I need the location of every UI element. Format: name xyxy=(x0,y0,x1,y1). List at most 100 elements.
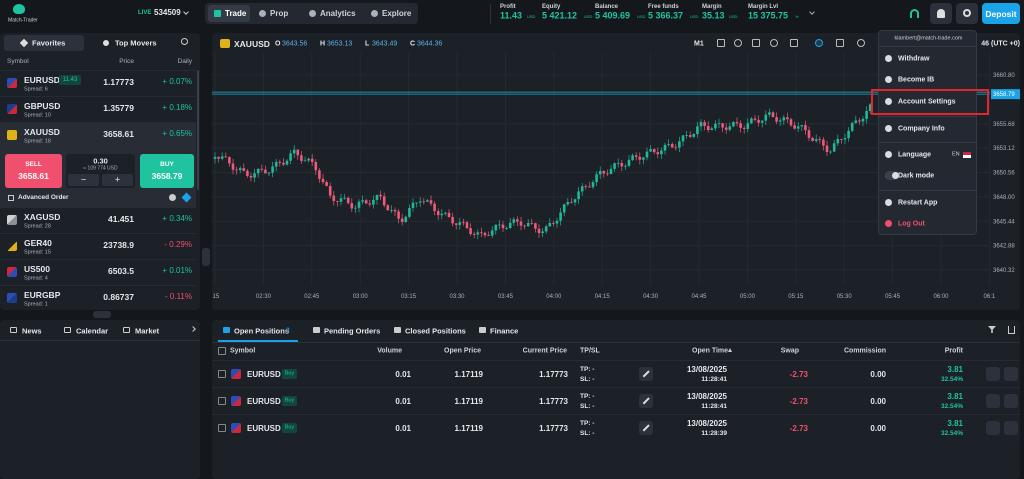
bottom-tab[interactable]: News xyxy=(22,325,42,335)
take-profit: TP: - xyxy=(580,419,595,427)
candle-body xyxy=(256,168,260,174)
candle-body xyxy=(382,196,386,206)
symbol: GER40 xyxy=(24,237,52,248)
watchlist-row[interactable]: XAUUSD Spread: 18 3658.61 + 0.65% xyxy=(0,122,196,152)
watchlist-row[interactable]: XAGUSD Spread: 28 41.451 + 0.34% xyxy=(0,207,196,233)
candle-body xyxy=(368,203,372,205)
time-label: 04:45 xyxy=(691,294,707,300)
tab-label: Top Movers xyxy=(115,38,157,48)
info-button[interactable] xyxy=(986,421,1000,435)
candle-body xyxy=(400,218,404,222)
menu-item[interactable]: Restart App xyxy=(879,194,976,212)
positions-tab[interactable]: Finance xyxy=(490,325,519,335)
menu-item[interactable]: Language EN xyxy=(879,146,976,164)
info-button[interactable] xyxy=(986,367,1000,381)
watchlist-tab[interactable]: Top Movers xyxy=(86,35,166,51)
spread: Spread: 1 xyxy=(24,301,48,308)
toolbar-button[interactable] xyxy=(717,39,725,47)
filter-button[interactable] xyxy=(988,326,996,333)
time-label: 03:00 xyxy=(353,294,369,300)
toolbar-button[interactable] xyxy=(815,39,823,47)
volume-plus[interactable]: + xyxy=(102,174,133,186)
spread: Spread: 4 xyxy=(24,275,48,282)
bottom-tab[interactable]: Calendar xyxy=(76,325,109,335)
close-button[interactable] xyxy=(1004,367,1018,381)
candle-body xyxy=(861,118,865,122)
candle-body xyxy=(573,199,577,203)
positions-tab[interactable]: Closed Positions xyxy=(405,325,466,335)
menu-item[interactable]: Log Out xyxy=(879,215,976,233)
toolbar-button[interactable] xyxy=(734,39,742,47)
ohlc-value: 3644.36 xyxy=(417,40,443,47)
current-price: 1.17773 xyxy=(539,396,568,406)
candle-body xyxy=(793,125,796,129)
search-button[interactable] xyxy=(181,38,188,45)
position-row[interactable]: EURUSD Buy 0.01 1.17119 1.17773 TP: - SL: - 13/… xyxy=(212,360,1020,387)
menu-label: Log Out xyxy=(898,220,925,228)
toolbar-button[interactable] xyxy=(836,39,844,47)
candle-body xyxy=(465,222,469,229)
row-checkbox[interactable] xyxy=(218,370,226,378)
watchlist-row[interactable]: EURUSD 11.43 Spread: 6 1.17773 + 0.07% xyxy=(0,70,196,96)
select-all[interactable] xyxy=(218,347,226,355)
position-row[interactable]: EURUSD Buy 0.01 1.17119 1.17773 TP: - SL: - 13/… xyxy=(212,387,1020,414)
toolbar-button[interactable] xyxy=(752,39,760,47)
open-price: 1.17119 xyxy=(454,369,483,379)
sell-button[interactable]: SELL 3658.61 xyxy=(5,154,62,188)
row-checkbox[interactable] xyxy=(218,397,226,405)
watchlist-row[interactable]: EURGBP Spread: 1 0.86737 - 0.11% xyxy=(0,285,196,311)
menu-item[interactable]: Become IB xyxy=(879,71,976,89)
volume-minus[interactable]: − xyxy=(68,174,99,186)
watchlist-row[interactable]: GBPUSD Spread: 10 1.35779 + 0.18% xyxy=(0,96,196,122)
stat-unit: USD xyxy=(690,14,699,19)
candle-body xyxy=(469,228,472,235)
candle-body xyxy=(325,182,328,187)
main-tab[interactable]: Trade xyxy=(208,5,250,22)
stat-label: Equity xyxy=(542,4,561,10)
candle-body xyxy=(303,160,307,162)
account-id[interactable]: 534509 xyxy=(154,8,181,17)
candle-body xyxy=(339,198,343,202)
main-tab[interactable]: Prop xyxy=(253,5,299,22)
menu-item[interactable]: Account Settings xyxy=(879,93,976,111)
download-button[interactable] xyxy=(1008,326,1015,334)
menu-item[interactable]: Company Info xyxy=(879,120,976,138)
toolbar-button[interactable] xyxy=(857,39,865,47)
time-label: 06:00 xyxy=(933,294,949,300)
deposit-button[interactable]: Deposit xyxy=(982,3,1020,24)
candle-body xyxy=(541,231,544,234)
edit-button[interactable] xyxy=(639,367,653,381)
candle-body xyxy=(786,117,789,120)
edit-button[interactable] xyxy=(639,394,653,408)
main-tab[interactable]: Analytics xyxy=(303,5,361,22)
watchlist-tab[interactable]: Favorites xyxy=(4,35,84,51)
advanced-order[interactable]: Advanced Order xyxy=(18,193,69,201)
bottom-tab[interactable]: Market xyxy=(135,325,160,335)
candle-body xyxy=(300,155,303,161)
daily-change: + 0.34% xyxy=(162,214,192,223)
volume-value: 0.30 xyxy=(93,156,108,166)
toolbar-button[interactable] xyxy=(790,39,798,47)
buy-button[interactable]: BUY 3658.79 xyxy=(140,154,194,188)
menu-item[interactable]: Withdraw xyxy=(879,50,976,68)
watchlist-row[interactable]: US500 Spread: 4 6503.5 + 0.01% xyxy=(0,259,196,285)
candle-body xyxy=(343,197,346,199)
positions-tab[interactable]: Pending Orders xyxy=(324,325,381,335)
candle-body xyxy=(674,147,678,149)
main-tab[interactable]: Explore xyxy=(365,5,415,22)
account-menu: klambert@match-trade.com Withdraw Become I… xyxy=(878,30,977,235)
toolbar-button[interactable] xyxy=(770,39,778,47)
info-button[interactable] xyxy=(986,394,1000,408)
top-bar: Match-Trader LIVE 534509 Trade Prop Analytics… xyxy=(0,0,1024,29)
row-checkbox[interactable] xyxy=(218,424,226,432)
edit-button[interactable] xyxy=(639,421,653,435)
positions-tab[interactable]: Open Positions xyxy=(234,325,290,335)
tab-icon xyxy=(309,10,316,17)
candle-body xyxy=(282,162,285,165)
position-row[interactable]: EURUSD Buy 0.01 1.17119 1.17773 TP: - SL: - 13/… xyxy=(212,414,1020,441)
watchlist-row[interactable]: GER40 Spread: 15 23738.9 - 0.29% xyxy=(0,233,196,259)
close-button[interactable] xyxy=(1004,394,1018,408)
close-button[interactable] xyxy=(1004,421,1018,435)
timeframe[interactable]: M1 xyxy=(694,40,704,47)
stats-divider xyxy=(490,4,491,24)
